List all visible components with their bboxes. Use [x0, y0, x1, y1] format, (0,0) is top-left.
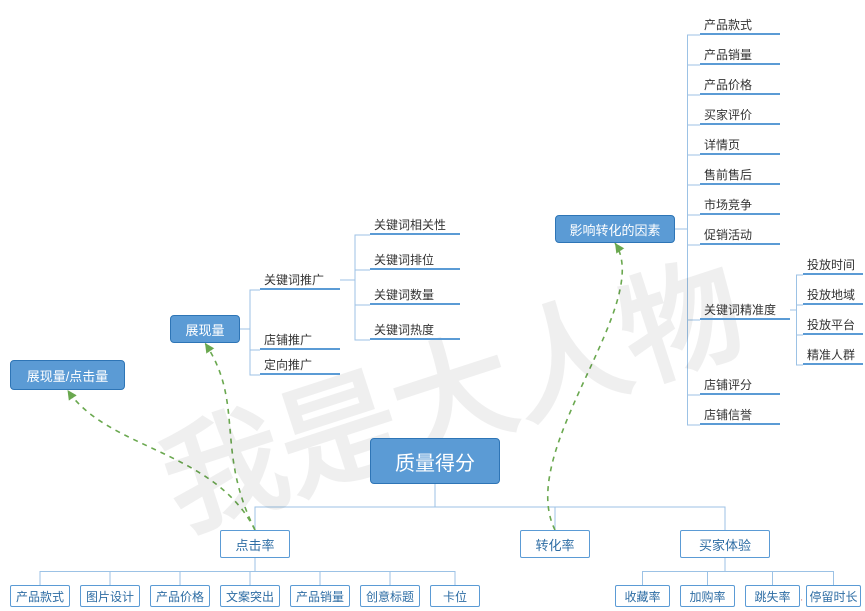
node-p4: 精准人群	[803, 345, 863, 365]
node-f1: 产品款式	[700, 15, 780, 35]
node-f8: 促销活动	[700, 225, 780, 245]
node-label-f7: 市场竞争	[704, 196, 752, 213]
node-e1: 收藏率	[615, 585, 670, 607]
node-e4: 停留时长	[806, 585, 861, 607]
node-f4: 买家评价	[700, 105, 780, 125]
node-label-c2: 图片设计	[86, 588, 134, 605]
node-label-imp: 展现量	[185, 320, 224, 339]
node-label-exp: 买家体验	[699, 535, 751, 554]
node-label-shop: 店铺推广	[264, 331, 312, 348]
node-label-c7: 卡位	[443, 588, 467, 605]
node-label-p1: 投放时间	[807, 256, 855, 273]
node-label-kw1: 关键词相关性	[374, 216, 446, 233]
node-f7: 市场竞争	[700, 195, 780, 215]
node-p2: 投放地域	[803, 285, 863, 305]
node-root: 质量得分	[370, 438, 500, 484]
node-p3: 投放平台	[803, 315, 863, 335]
node-imp_ctr: 展现量/点击量	[10, 360, 125, 390]
node-e3: 跳失率	[745, 585, 800, 607]
node-c6: 创意标题	[360, 585, 420, 607]
node-tgt: 定向推广	[260, 355, 340, 375]
node-c1: 产品款式	[10, 585, 70, 607]
node-label-p4: 精准人群	[807, 346, 855, 363]
node-label-c4: 文案突出	[226, 588, 274, 605]
node-c2: 图片设计	[80, 585, 140, 607]
node-exp: 买家体验	[680, 530, 770, 558]
node-kw4: 关键词热度	[370, 320, 460, 340]
node-label-cvr: 转化率	[535, 535, 574, 554]
node-label-c1: 产品款式	[16, 588, 64, 605]
node-c7: 卡位	[430, 585, 480, 607]
node-f9: 关键词精准度	[700, 300, 790, 320]
node-c3: 产品价格	[150, 585, 210, 607]
node-label-tgt: 定向推广	[264, 356, 312, 373]
node-label-f1: 产品款式	[704, 16, 752, 33]
node-ctr: 点击率	[220, 530, 290, 558]
node-f10: 店铺评分	[700, 375, 780, 395]
node-label-p2: 投放地域	[807, 286, 855, 303]
node-p1: 投放时间	[803, 255, 863, 275]
node-label-kw2: 关键词排位	[374, 251, 434, 268]
node-label-f6: 售前售后	[704, 166, 752, 183]
node-label-e2: 加购率	[689, 588, 725, 605]
node-label-ctr: 点击率	[235, 535, 274, 554]
node-f3: 产品价格	[700, 75, 780, 95]
node-e2: 加购率	[680, 585, 735, 607]
node-kw3: 关键词数量	[370, 285, 460, 305]
node-label-f9: 关键词精准度	[704, 301, 776, 318]
node-label-imp_ctr: 展现量/点击量	[27, 366, 109, 385]
node-f6: 售前售后	[700, 165, 780, 185]
node-label-f8: 促销活动	[704, 226, 752, 243]
node-label-c5: 产品销量	[296, 588, 344, 605]
node-label-c6: 创意标题	[366, 588, 414, 605]
node-c5: 产品销量	[290, 585, 350, 607]
node-imp: 展现量	[170, 315, 240, 343]
node-label-kw3: 关键词数量	[374, 286, 434, 303]
node-label-e1: 收藏率	[624, 588, 660, 605]
node-label-p3: 投放平台	[807, 316, 855, 333]
node-cvfact: 影响转化的因素	[555, 215, 675, 243]
node-label-f3: 产品价格	[704, 76, 752, 93]
node-label-e3: 跳失率	[754, 588, 790, 605]
node-label-kw4: 关键词热度	[374, 321, 434, 338]
node-cvr: 转化率	[520, 530, 590, 558]
node-f2: 产品销量	[700, 45, 780, 65]
node-kw2: 关键词排位	[370, 250, 460, 270]
node-label-f11: 店铺信誉	[704, 406, 752, 423]
node-label-cvfact: 影响转化的因素	[569, 220, 660, 239]
node-label-f10: 店铺评分	[704, 376, 752, 393]
node-label-root: 质量得分	[395, 447, 475, 476]
node-c4: 文案突出	[220, 585, 280, 607]
node-label-kw: 关键词推广	[264, 271, 324, 288]
node-label-f5: 详情页	[704, 136, 740, 153]
node-kw: 关键词推广	[260, 270, 340, 290]
node-f11: 店铺信誉	[700, 405, 780, 425]
node-label-f4: 买家评价	[704, 106, 752, 123]
node-shop: 店铺推广	[260, 330, 340, 350]
node-kw1: 关键词相关性	[370, 215, 460, 235]
node-label-c3: 产品价格	[156, 588, 204, 605]
node-label-f2: 产品销量	[704, 46, 752, 63]
node-label-e4: 停留时长	[809, 588, 857, 605]
node-f5: 详情页	[700, 135, 780, 155]
